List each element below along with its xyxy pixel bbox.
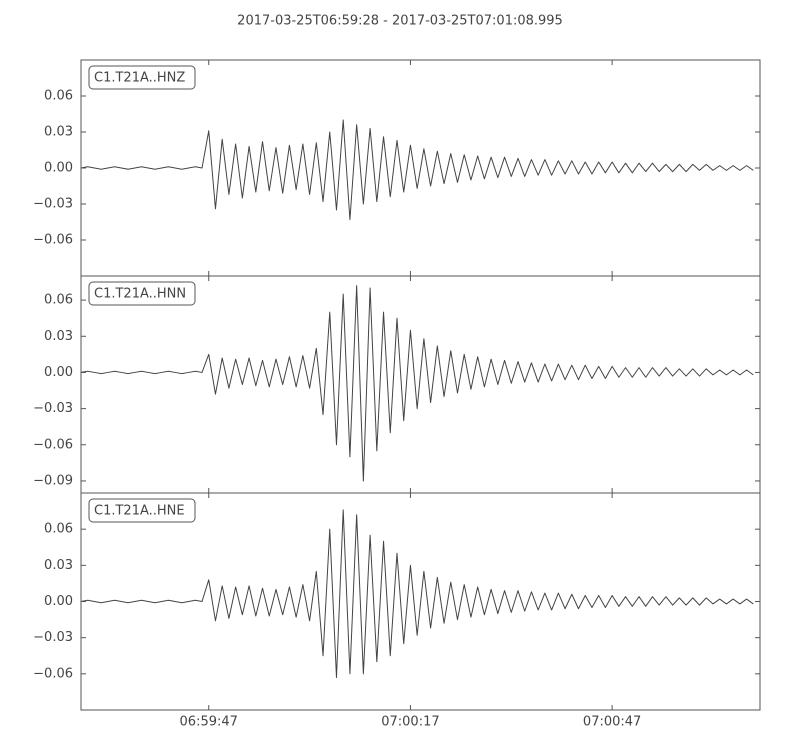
chart-title: 2017-03-25T06:59:28 - 2017-03-25T07:01:0… xyxy=(237,14,563,29)
legend-box xyxy=(88,498,196,523)
y-tick-label: −0.06 xyxy=(33,233,73,248)
y-tick-label: 0.06 xyxy=(44,293,73,308)
x-tick-label: 06:59:47 xyxy=(180,715,238,730)
y-tick-label: 0.03 xyxy=(44,329,73,344)
legend-label: C1.T21A..HNE xyxy=(94,504,185,519)
y-tick-label: −0.03 xyxy=(33,401,73,416)
y-tick-label: 0.00 xyxy=(44,161,73,176)
x-tick-label: 07:00:17 xyxy=(381,715,439,730)
y-tick-label: 0.03 xyxy=(44,125,73,140)
legend-box xyxy=(88,281,196,306)
y-tick-label: 0.06 xyxy=(44,89,73,104)
waveform xyxy=(81,509,754,678)
y-tick-label: −0.06 xyxy=(33,666,73,681)
y-tick-label: 0.00 xyxy=(44,365,73,380)
y-tick-label: −0.09 xyxy=(33,473,73,488)
waveform xyxy=(81,285,754,482)
panel-frame xyxy=(80,492,761,711)
legend-label: C1.T21A..HNN xyxy=(94,287,186,302)
y-tick-label: 0.00 xyxy=(44,594,73,609)
y-tick-label: −0.06 xyxy=(33,437,73,452)
y-tick-label: 0.06 xyxy=(44,522,73,537)
y-tick-label: −0.03 xyxy=(33,630,73,645)
x-tick-label: 07:00:47 xyxy=(583,715,641,730)
legend-label: C1.T21A..HNZ xyxy=(94,71,185,86)
y-tick-label: −0.03 xyxy=(33,197,73,212)
y-tick-label: 0.03 xyxy=(44,558,73,573)
waveform xyxy=(81,119,754,221)
legend-box xyxy=(88,65,196,90)
